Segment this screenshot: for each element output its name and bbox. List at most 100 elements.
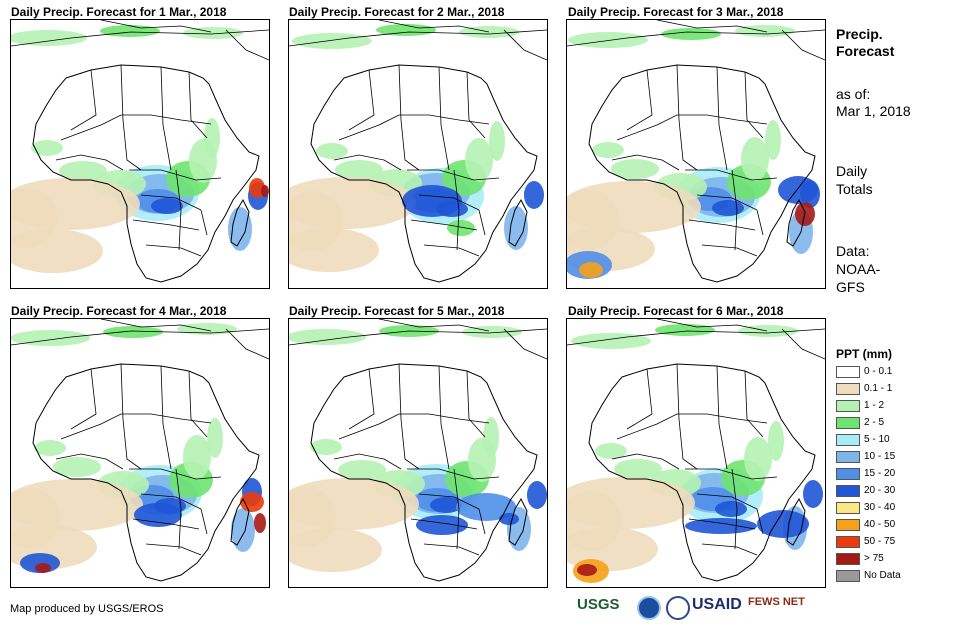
legend-label: 5 - 10	[864, 434, 890, 445]
precip-area	[735, 25, 795, 37]
legend-swatch	[836, 417, 860, 429]
legend-label: 50 - 75	[864, 536, 896, 547]
country-border	[338, 413, 490, 440]
sidebar-asof-label: as of:	[836, 86, 871, 102]
precip-area	[712, 200, 744, 216]
precip-area	[524, 181, 544, 209]
precip-area	[655, 324, 715, 336]
legend-label: 0.1 - 1	[864, 383, 893, 394]
country-border	[438, 66, 450, 171]
country-border	[200, 508, 208, 535]
country-border	[731, 468, 738, 550]
precip-area	[456, 493, 516, 521]
coastline	[503, 29, 547, 61]
precip-area	[151, 198, 183, 214]
forecast-map-1	[10, 19, 270, 289]
panel-title-4: Daily Precip. Forecast for 4 Mar., 2018	[11, 304, 227, 318]
precip-area	[715, 501, 747, 517]
precip-area	[261, 185, 269, 197]
continent-outline	[32, 363, 260, 582]
country-border	[410, 518, 478, 530]
country-border	[616, 413, 768, 440]
country-border	[120, 64, 142, 171]
precip-area	[292, 33, 372, 49]
precip-area	[34, 440, 66, 456]
precip-area	[254, 513, 266, 533]
sidebar-data-line2: NOAA-	[836, 261, 881, 277]
coastline	[100, 319, 212, 332]
legend-swatch	[836, 434, 860, 446]
precip-area	[416, 515, 468, 535]
legend-swatch	[836, 536, 860, 548]
continent-outline	[508, 198, 528, 247]
precip-area	[240, 492, 264, 512]
precip-area	[483, 417, 499, 457]
precip-area	[316, 143, 348, 159]
legend-swatch	[836, 553, 860, 565]
legend-swatch	[836, 519, 860, 531]
precip-area	[447, 220, 475, 236]
precip-area	[231, 508, 255, 552]
precip-area	[527, 481, 547, 509]
country-border	[756, 209, 764, 236]
country-border	[407, 468, 500, 480]
forecast-map-3	[566, 19, 826, 289]
country-border	[175, 468, 182, 550]
country-border	[611, 453, 680, 470]
coastline	[289, 29, 547, 47]
precip-area	[103, 326, 163, 338]
country-border	[453, 468, 460, 550]
country-border	[453, 169, 460, 251]
legend-swatch	[836, 383, 860, 395]
legend-label: 20 - 30	[864, 485, 896, 496]
precip-area	[499, 513, 519, 525]
precip-area	[741, 137, 769, 181]
precip-area	[335, 160, 383, 180]
legend-label: 2 - 5	[864, 417, 885, 428]
country-border	[160, 66, 172, 171]
country-border	[716, 365, 728, 470]
country-border	[701, 244, 758, 257]
country-border	[129, 468, 222, 480]
sidebar-totals-line2: Totals	[836, 181, 873, 197]
continent-outline	[588, 64, 816, 283]
precip-area	[183, 27, 243, 39]
precip-area	[134, 503, 182, 527]
seal-logo	[666, 596, 690, 620]
legend-label: 40 - 50	[864, 519, 896, 530]
legend-label: 10 - 15	[864, 451, 896, 462]
coastline	[567, 29, 825, 47]
precip-area	[402, 185, 462, 217]
coastline	[503, 328, 547, 360]
country-border	[616, 114, 768, 141]
precip-area	[430, 497, 462, 513]
precip-area	[614, 459, 662, 479]
precip-area	[289, 487, 336, 547]
legend-label: 15 - 20	[864, 468, 896, 479]
fews-net-logo: FEWS NET	[748, 596, 805, 608]
country-border	[132, 518, 200, 530]
sidebar-heading-line2: Forecast	[836, 43, 895, 59]
country-border	[348, 69, 375, 131]
country-border	[120, 363, 142, 470]
coastline	[567, 328, 825, 346]
country-border	[685, 169, 778, 181]
sidebar-asof-date: Mar 1, 2018	[836, 103, 911, 119]
country-border	[200, 209, 208, 236]
forecast-map-6	[566, 318, 826, 588]
country-border	[55, 154, 124, 171]
country-border	[333, 154, 402, 171]
country-border	[70, 368, 97, 430]
panel-title-5: Daily Precip. Forecast for 5 Mar., 2018	[289, 304, 505, 318]
precip-area	[11, 30, 87, 46]
continent-outline	[786, 497, 806, 546]
country-border	[688, 518, 756, 530]
precip-area	[778, 176, 818, 204]
legend-label: 1 - 2	[864, 400, 885, 411]
country-border	[70, 69, 97, 131]
precip-area	[11, 488, 60, 548]
forecast-map-4	[10, 318, 270, 588]
continent-outline	[786, 198, 806, 247]
precip-area	[11, 188, 57, 248]
legend-label: > 75	[864, 553, 884, 564]
